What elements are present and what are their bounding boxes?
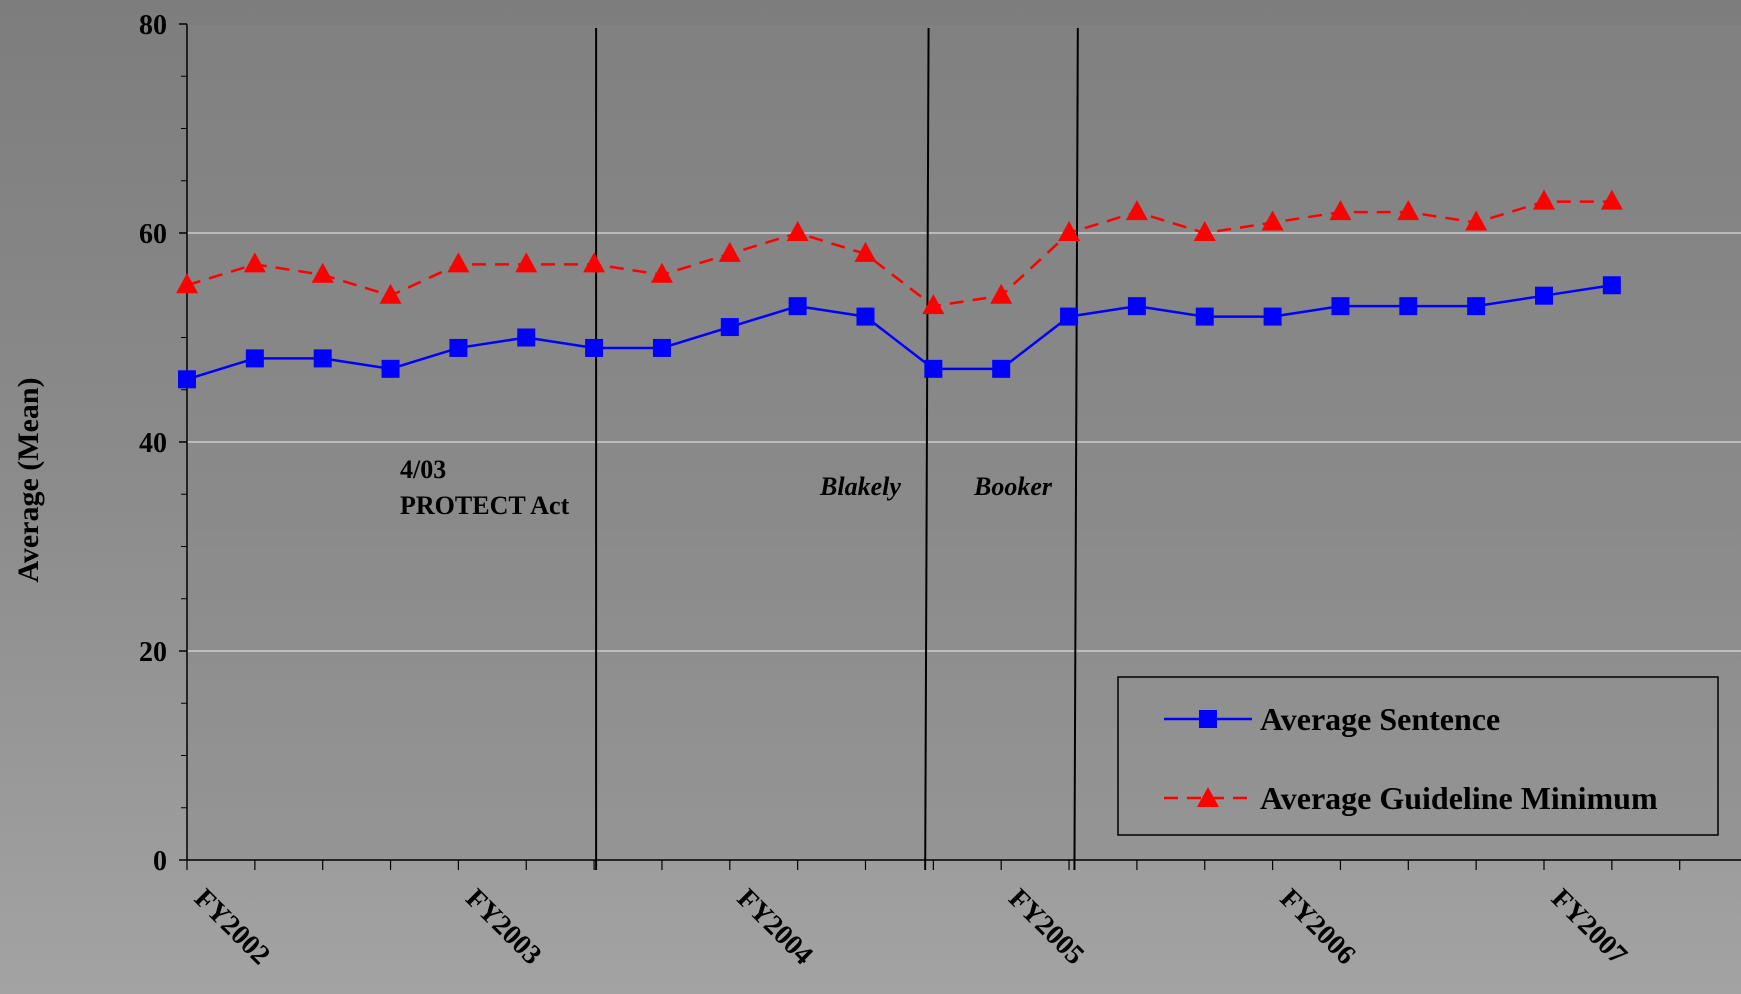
point-average-sentence xyxy=(1535,286,1553,305)
event-lines xyxy=(595,27,1079,871)
series-line-0 xyxy=(186,284,1613,381)
point-average-sentence xyxy=(313,349,332,368)
x-tick-label: FY2006 xyxy=(1274,883,1362,971)
y-tick-label: 20 xyxy=(139,637,167,668)
point-average-sentence xyxy=(788,297,807,316)
legend-marker-triangle xyxy=(1197,787,1219,807)
x-tick-label: FY2007 xyxy=(1545,883,1633,971)
point-average-sentence xyxy=(1602,276,1621,295)
point-average-sentence xyxy=(652,338,671,357)
point-guideline-minimum xyxy=(990,283,1013,304)
event-line-1 xyxy=(924,27,930,871)
point-average-sentence xyxy=(449,338,468,357)
annotation-protect-date: 4/03 xyxy=(400,455,446,484)
point-guideline-minimum xyxy=(583,252,606,273)
point-guideline-minimum xyxy=(1397,200,1420,221)
point-average-sentence xyxy=(856,307,875,326)
point-guideline-minimum xyxy=(243,252,266,273)
point-average-sentence xyxy=(585,338,604,357)
x-tick-label: FY2004 xyxy=(731,883,819,971)
point-average-sentence xyxy=(1331,297,1350,316)
point-guideline-minimum xyxy=(1058,221,1081,241)
point-average-sentence xyxy=(517,328,536,347)
point-guideline-minimum xyxy=(1125,200,1148,221)
x-tick-label: FY2005 xyxy=(1002,883,1090,971)
point-average-sentence xyxy=(1060,307,1079,326)
point-guideline-minimum xyxy=(1465,210,1488,231)
point-guideline-minimum xyxy=(1193,221,1216,241)
legend: Average Sentence Average Guideline Minim… xyxy=(1117,676,1719,836)
point-guideline-minimum xyxy=(1600,189,1623,210)
point-guideline-minimum xyxy=(854,241,877,262)
point-average-sentence xyxy=(1399,297,1418,316)
point-guideline-minimum xyxy=(515,252,538,273)
point-guideline-minimum xyxy=(176,273,198,294)
annotation-protect-act: PROTECT Act xyxy=(400,491,570,520)
point-average-sentence xyxy=(1195,307,1214,326)
point-guideline-minimum xyxy=(379,283,402,304)
point-average-sentence xyxy=(1127,297,1146,316)
point-guideline-minimum xyxy=(311,262,334,283)
legend-label-guideline-minimum: Average Guideline Minimum xyxy=(1260,780,1658,816)
series-line-1 xyxy=(186,200,1612,308)
x-tick-label: FY2003 xyxy=(459,883,547,971)
point-guideline-minimum xyxy=(922,294,945,315)
annotation-booker: Booker xyxy=(973,472,1053,501)
point-guideline-minimum xyxy=(1261,210,1284,231)
point-guideline-minimum xyxy=(1533,189,1555,210)
y-tick-label: 80 xyxy=(139,10,167,41)
point-guideline-minimum xyxy=(447,252,470,273)
point-average-sentence xyxy=(1263,307,1282,326)
annotation-blakely: Blakely xyxy=(819,472,901,501)
y-tick-label: 0 xyxy=(153,846,167,877)
y-axis-label: Average (Mean) xyxy=(12,377,45,582)
point-average-sentence xyxy=(924,359,943,378)
y-tick-label: 60 xyxy=(139,219,167,250)
point-average-sentence xyxy=(720,318,739,337)
legend-marker-square xyxy=(1199,710,1217,728)
point-average-sentence xyxy=(381,359,400,378)
point-average-sentence xyxy=(245,349,264,368)
point-guideline-minimum xyxy=(718,241,741,262)
legend-label-average-sentence: Average Sentence xyxy=(1260,701,1500,737)
point-average-sentence xyxy=(1467,297,1486,316)
x-tick-label: FY2002 xyxy=(188,883,276,971)
y-tick-label: 40 xyxy=(139,428,167,459)
point-average-sentence xyxy=(178,370,196,389)
legend-box xyxy=(1117,676,1719,836)
point-guideline-minimum xyxy=(786,221,809,241)
x-axis-ticks: FY2002 FY2003 FY2004 FY2005 FY2006 FY2007 xyxy=(186,860,1681,971)
point-average-sentence xyxy=(992,359,1011,378)
event-line-2 xyxy=(1073,27,1079,871)
point-guideline-minimum xyxy=(650,262,673,283)
series-layer xyxy=(176,189,1623,389)
point-guideline-minimum xyxy=(1329,200,1352,221)
y-axis-ticks: 0 20 40 60 80 xyxy=(139,10,187,877)
